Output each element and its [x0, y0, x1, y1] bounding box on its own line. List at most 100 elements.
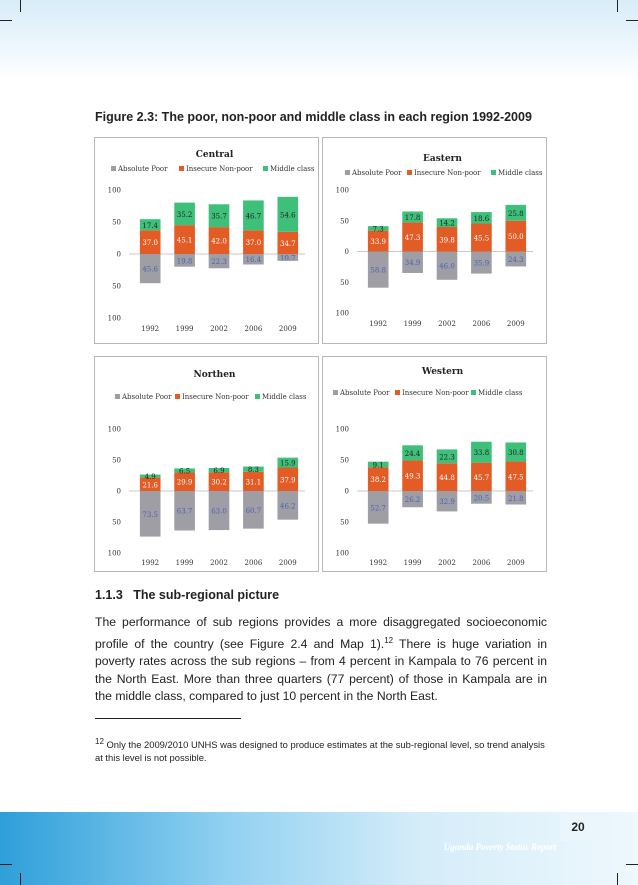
y-tick-label: 50 [340, 217, 349, 225]
bar-absolute-poor [277, 254, 299, 261]
bar-middle-class [402, 211, 423, 223]
crop-mark [617, 873, 618, 885]
data-label-absolute-poor: 26.2 [405, 496, 421, 504]
crop-mark [0, 20, 12, 21]
y-tick-label: 50 [112, 219, 121, 227]
figure-title: Figure 2.3: The poor, non-poor and middl… [95, 110, 532, 124]
data-label-insecure: 34.7 [280, 240, 296, 248]
footnote-ref[interactable]: 12 [384, 635, 394, 645]
data-label-middle-class: 25.8 [508, 210, 524, 218]
data-label-insecure: 37.0 [246, 239, 262, 247]
y-tick-label: 0 [117, 488, 121, 496]
x-tick-label: 2006 [472, 320, 490, 328]
crop-mark [626, 864, 638, 865]
data-label-insecure: 38.2 [370, 476, 386, 484]
bar-middle-class [208, 204, 230, 228]
legend-swatch [407, 170, 412, 175]
data-label-absolute-poor: 21.8 [508, 495, 524, 503]
data-label-insecure: 29.9 [177, 479, 193, 487]
data-label-absolute-poor: 58.8 [370, 267, 386, 275]
bar-middle-class [402, 445, 423, 461]
legend-swatch [179, 166, 184, 171]
data-label-absolute-poor: 63.0 [211, 508, 227, 516]
data-label-absolute-poor: 45.6 [142, 266, 158, 274]
bar-insecure-non-poor [208, 472, 230, 491]
x-tick-label: 1992 [141, 559, 159, 567]
y-tick-label: 50 [340, 519, 349, 527]
paragraph-text-2: There is huge variation in poverty rates… [95, 636, 547, 704]
bar-absolute-poor [367, 491, 389, 524]
x-tick-label: 1992 [369, 559, 387, 567]
bar-insecure-non-poor [139, 477, 161, 491]
bar-middle-class [277, 457, 299, 468]
data-label-insecure: 50.0 [508, 233, 524, 241]
y-tick-label: 50 [112, 457, 121, 465]
data-label-absolute-poor: 46.0 [439, 263, 455, 271]
bar-absolute-poor [208, 254, 230, 269]
x-tick-label: 1999 [404, 559, 422, 567]
bar-middle-class [505, 204, 527, 221]
bar-insecure-non-poor [436, 463, 458, 491]
bar-middle-class [505, 442, 527, 462]
bar-absolute-poor [367, 251, 389, 288]
bar-absolute-poor [505, 251, 527, 267]
bar-middle-class [243, 466, 264, 472]
legend-label: Middle class [262, 393, 307, 401]
bar-middle-class [367, 226, 389, 231]
crop-mark [617, 0, 618, 12]
x-tick-label: 2006 [472, 559, 490, 567]
bar-absolute-poor [139, 491, 161, 537]
crop-mark [20, 0, 21, 12]
y-tick-label: 100 [336, 550, 349, 558]
bar-middle-class [471, 441, 492, 463]
legend-label: Insecure Non-poor [186, 165, 253, 173]
bar-insecure-non-poor [505, 220, 527, 252]
data-label-middle-class: 8.3 [248, 466, 259, 474]
footer-band [0, 812, 638, 885]
y-tick-label: 100 [336, 310, 349, 318]
section-title: The sub-regional picture [133, 588, 280, 602]
y-tick-label: 50 [112, 519, 121, 527]
data-label-absolute-poor: 46.2 [280, 502, 296, 510]
data-label-absolute-poor: 73.5 [142, 511, 158, 519]
legend-label: Absolute Poor [117, 165, 168, 173]
chart-panel-western: Western Absolute Poor Insecure Non-poor Mid… [322, 356, 547, 572]
running-title: Uganda Poverty Status Report [443, 842, 556, 852]
data-label-absolute-poor: 52.7 [370, 504, 386, 512]
footnote-number: 12 [95, 737, 104, 746]
bar-absolute-poor [174, 254, 195, 267]
data-label-absolute-poor: 24.3 [508, 256, 524, 264]
bar-absolute-poor [402, 491, 423, 508]
bar-absolute-poor [436, 491, 458, 512]
bar-insecure-non-poor [505, 461, 527, 491]
legend-label: Middle class [478, 389, 523, 397]
data-label-middle-class: 6.5 [179, 467, 190, 475]
bar-middle-class [139, 474, 161, 478]
x-tick-label: 1992 [369, 320, 387, 328]
legend-swatch [491, 170, 496, 175]
data-label-insecure: 45.1 [177, 237, 193, 245]
legend-swatch [395, 390, 400, 395]
bar-absolute-poor [139, 254, 161, 284]
bar-insecure-non-poor [402, 222, 423, 252]
chart-eastern: Eastern Absolute Poor Insecure Non-poor Mid… [336, 154, 543, 328]
legend-swatch [345, 170, 350, 175]
legend-swatch [115, 394, 120, 399]
x-tick-label: 1999 [176, 559, 194, 567]
body-paragraph: The performance of sub regions provides … [95, 614, 547, 706]
data-label-insecure: 39.8 [439, 236, 455, 244]
bar-insecure-non-poor [471, 462, 492, 491]
data-label-middle-class: 35.2 [177, 211, 193, 219]
data-label-absolute-poor: 20.5 [474, 494, 490, 502]
chart-title: Eastern [423, 154, 462, 164]
y-tick-label: 100 [108, 315, 121, 323]
data-label-middle-class: 22.3 [439, 453, 455, 461]
bar-absolute-poor [505, 491, 527, 505]
chart-central: Central Absolute Poor Insecure Non-poor Mid… [108, 150, 315, 333]
chart-northen: Northen Absolute Poor Insecure Non-poor Mid… [108, 370, 307, 567]
legend-swatch [333, 390, 338, 395]
data-label-absolute-poor: 63.7 [177, 508, 193, 516]
y-tick-label: 100 [108, 426, 121, 434]
bar-insecure-non-poor [277, 231, 299, 254]
chart-title: Western [421, 367, 464, 377]
